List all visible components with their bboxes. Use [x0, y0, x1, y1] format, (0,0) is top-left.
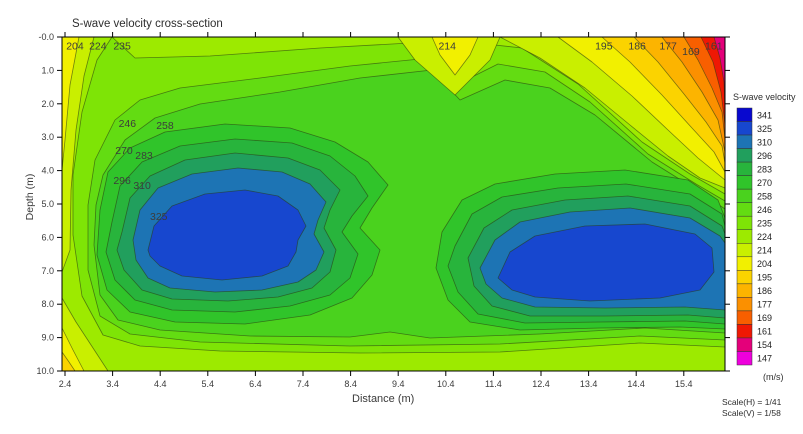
colorbar-label: 186 [757, 286, 772, 296]
contour-label: 186 [628, 41, 646, 53]
colorbar-swatch-161 [736, 324, 753, 339]
colorbar-swatch-186 [736, 283, 753, 298]
colorbar-label: 195 [757, 273, 772, 283]
colorbar-label: 296 [757, 151, 772, 161]
x-tick-label: 11.4 [485, 379, 502, 389]
x-axis-title: Distance (m) [352, 393, 415, 405]
contour-label: 224 [89, 41, 107, 53]
colorbar-label: 310 [757, 137, 772, 147]
y-tick-label: 7.0 [41, 266, 54, 276]
x-tick-label: 8.4 [344, 379, 357, 389]
scale-h-note: Scale(H) = 1/41 [722, 397, 782, 407]
contour-band-214 [61, 36, 95, 273]
scale-v-note: Scale(V) = 1/58 [722, 408, 781, 419]
colorbar-swatch-169 [736, 310, 753, 325]
y-tick-label: 4.0 [41, 166, 54, 176]
colorbar-swatch-147 [736, 351, 753, 366]
y-tick-label: 9.0 [41, 333, 54, 343]
contour-label: 177 [659, 41, 677, 53]
colorbar-swatch-177 [736, 297, 753, 312]
colorbar-label: 224 [757, 232, 772, 242]
x-tick-label: 4.4 [154, 379, 167, 389]
colorbar-label: 177 [757, 300, 772, 310]
colorbar-label: 325 [757, 124, 772, 134]
colorbar-label: 204 [757, 259, 772, 269]
colorbar-unit: (m/s) [763, 372, 784, 382]
colorbar-label: 161 [757, 327, 772, 337]
colorbar-swatch-325 [736, 121, 753, 136]
contour-band-325 [147, 189, 307, 281]
x-tick-label: 2.4 [59, 379, 72, 389]
colorbar-swatch-310 [736, 134, 753, 149]
colorbar-label: 283 [757, 164, 772, 174]
colorbar-swatch-235 [736, 215, 753, 230]
y-tick-label: 3.0 [41, 132, 54, 142]
contour-label: 310 [133, 180, 151, 192]
colorbar-label: 246 [757, 205, 772, 215]
colorbar-swatch-246 [736, 202, 753, 217]
colorbar-swatch-224 [736, 229, 753, 244]
y-tick-label: -0.0 [38, 32, 54, 42]
colorbar-swatch-283 [736, 161, 753, 176]
x-tick-label: 3.4 [106, 379, 119, 389]
colorbar-label: 154 [757, 340, 772, 350]
colorbar-swatch-204 [736, 256, 753, 271]
colorbar-label: 214 [757, 246, 772, 256]
contour-label: 204 [66, 41, 84, 53]
colorbar-label: 169 [757, 313, 772, 323]
contour-label: 325 [150, 211, 168, 223]
y-tick-label: 10.0 [36, 366, 54, 376]
colorbar-swatch-214 [736, 243, 753, 258]
x-tick-label: 5.4 [202, 379, 215, 389]
contour-label: 258 [156, 120, 174, 132]
x-tick-label: 15.4 [675, 379, 693, 389]
contour-label: 270 [115, 145, 133, 157]
x-tick-label: 12.4 [532, 379, 550, 389]
chart-title: S-wave velocity cross-section [72, 18, 223, 30]
colorbar-label: 270 [757, 178, 772, 188]
contour-label: 246 [119, 118, 137, 130]
contour-label: 235 [113, 41, 131, 53]
colorbar-swatch-341 [736, 107, 753, 122]
contour-label: 283 [135, 150, 153, 162]
contour-label: 169 [682, 46, 700, 58]
contour-label: 296 [113, 175, 131, 187]
colorbar-swatch-154 [736, 337, 753, 352]
colorbar-label: 147 [757, 354, 772, 364]
contour-label: 214 [438, 41, 456, 53]
colorbar-swatch-195 [736, 270, 753, 285]
y-axis-title: Depth (m) [24, 173, 36, 221]
x-tick-label: 14.4 [627, 379, 645, 389]
y-tick-label: 1.0 [41, 65, 54, 75]
colorbar-swatch-258 [736, 188, 753, 203]
x-tick-label: 9.4 [392, 379, 405, 389]
x-tick-label: 6.4 [249, 379, 262, 389]
contour-label: 161 [705, 41, 723, 53]
colorbar-title: S-wave velocity [733, 92, 796, 102]
contour-label: 195 [595, 41, 613, 53]
y-tick-label: 2.0 [41, 99, 54, 109]
y-tick-label: 5.0 [41, 199, 54, 209]
colorbar-label: 258 [757, 191, 772, 201]
x-tick-label: 7.4 [297, 379, 310, 389]
colorbar-swatch-270 [736, 175, 753, 190]
scale-notes: Scale(H) = 1/41 Scale(V) = 1/58 [722, 397, 781, 419]
colorbar-swatch-296 [736, 148, 753, 163]
y-tick-label: 8.0 [41, 299, 54, 309]
x-tick-label: 10.4 [437, 379, 455, 389]
contour-band-325 [497, 223, 715, 302]
colorbar-label: 341 [757, 110, 772, 120]
y-tick-label: 6.0 [41, 232, 54, 242]
colorbar-label: 235 [757, 218, 772, 228]
x-tick-label: 13.4 [580, 379, 598, 389]
